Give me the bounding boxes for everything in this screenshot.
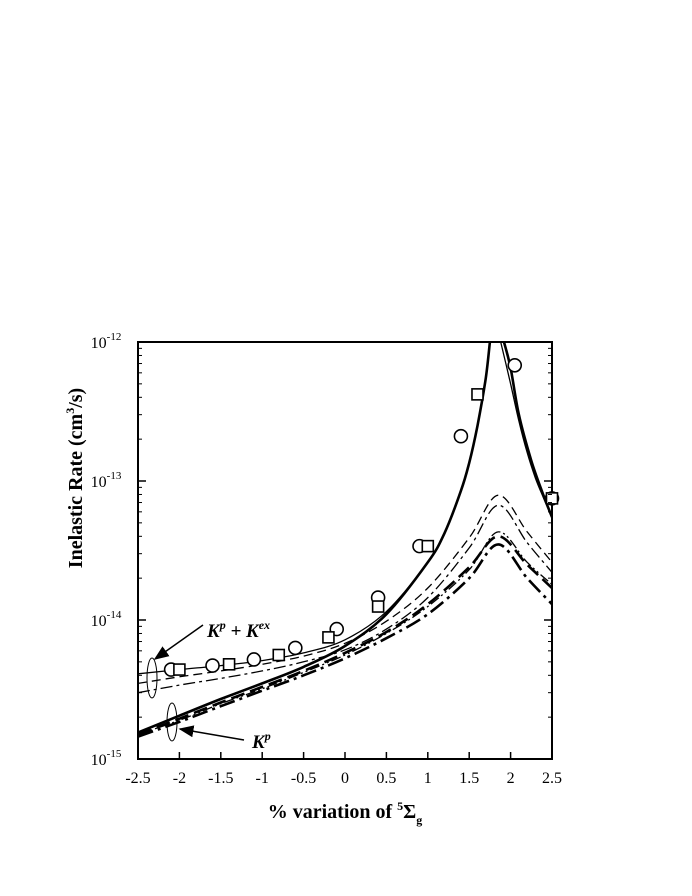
- y-tick-label: 10-15: [91, 748, 122, 769]
- series-line-thin-solid: [500, 342, 552, 518]
- bracket-ellipse-bottom: [166, 702, 178, 742]
- x-tick-label: -2.5: [125, 770, 150, 787]
- y-tick-label: 10-13: [91, 470, 122, 491]
- x-tick-label: 1: [424, 770, 432, 787]
- square-marker: [371, 600, 385, 613]
- square-marker: [471, 388, 484, 401]
- circle-marker: [205, 658, 220, 673]
- x-tick-label: -1: [256, 770, 269, 787]
- arrow-kp: [178, 725, 245, 741]
- square-marker: [222, 658, 236, 671]
- x-tick-label: -0.5: [291, 770, 316, 787]
- annotation-kp-kex: Kp + Kex: [206, 618, 270, 642]
- x-axis-label: % variation of 5Σg: [268, 799, 423, 827]
- y-tick-label: 10-14: [91, 609, 122, 630]
- circle-marker: [507, 357, 523, 373]
- circle-marker: [288, 640, 303, 656]
- plot-frame: [137, 341, 553, 760]
- bracket-ellipse-top: [146, 657, 158, 699]
- square-marker: [545, 492, 559, 505]
- y-tick-label: 10-12: [91, 331, 122, 352]
- square-marker: [322, 631, 335, 644]
- series-line-thick-solid: [138, 342, 492, 734]
- series-line-thin-solid: [138, 342, 491, 675]
- circle-marker: [246, 652, 262, 667]
- square-marker: [173, 663, 186, 676]
- x-tick-label: 0: [341, 770, 349, 787]
- circle-marker: [453, 428, 469, 444]
- series-line-thin-dashdot: [138, 504, 552, 694]
- marker-layer: [163, 357, 560, 677]
- arrow-kp-kex: [153, 624, 204, 660]
- series-layer: [138, 342, 552, 738]
- x-tick-label: 1.5: [459, 770, 479, 787]
- series-line-thick-dashdot: [138, 543, 552, 738]
- series-line-thick-dashed: [138, 534, 552, 736]
- square-marker: [272, 648, 286, 662]
- x-tick-label: 2.5: [542, 770, 562, 787]
- annotation-kp: Kp: [251, 729, 271, 753]
- y-axis-label: Inelastic Rate (cm3/s): [63, 388, 87, 568]
- tick-layer: -2.5 -2 -1.5 -1 -0.5 0 0.5 1 1.5 2 2.5 10-12 10-13 10…: [91, 331, 562, 787]
- x-tick-label: 2: [507, 770, 515, 787]
- x-tick-label: -2: [173, 770, 186, 787]
- x-tick-label: -1.5: [208, 770, 233, 787]
- x-tick-label: 0.5: [376, 770, 396, 787]
- series-line-thin-dashdotdot: [138, 531, 552, 736]
- square-marker: [421, 539, 435, 553]
